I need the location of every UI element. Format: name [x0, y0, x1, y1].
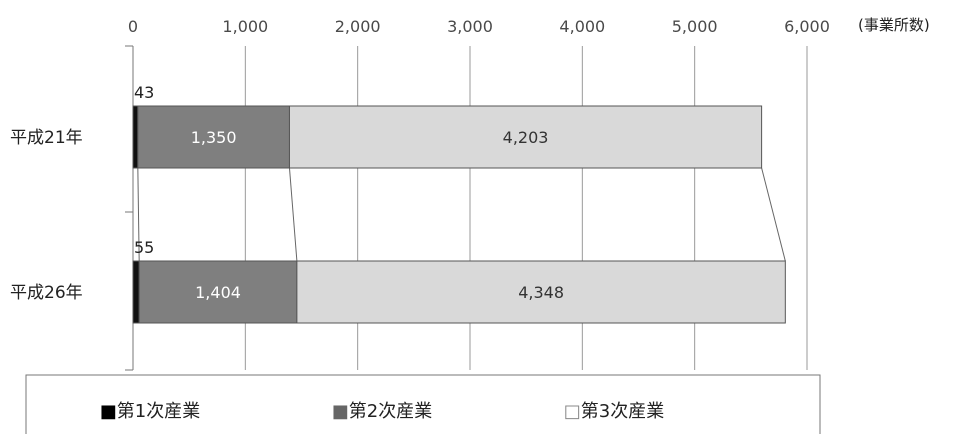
data-label-2-series-3: 4,348 — [518, 283, 564, 302]
connector-line-series-2 — [288, 167, 298, 262]
legend-marker-3: □ — [564, 401, 581, 422]
category-label-2: 平成26年 — [10, 283, 83, 303]
bar-2-series-3 — [296, 260, 786, 324]
connector-line-series-3 — [761, 167, 786, 262]
legend-marker-1: ■ — [100, 401, 117, 422]
bar-2-series-2 — [138, 260, 298, 324]
bar-1-series-2 — [137, 105, 290, 169]
legend: ■第1次産業 ■第2次産業 □第3次産業 — [25, 374, 821, 434]
x-tick-label-2000: 2,000 — [335, 17, 381, 36]
x-tick-label-0: 0 — [128, 17, 138, 36]
series-connector-lines — [137, 167, 786, 262]
data-label-1-series-2: 1,350 — [191, 128, 237, 147]
x-tick-label-4000: 4,000 — [559, 17, 605, 36]
bar-2-series-1 — [132, 260, 140, 324]
legend-marker-2: ■ — [332, 401, 349, 422]
x-tick-label-5000: 5,000 — [672, 17, 718, 36]
x-tick-label-6000: 6,000 — [784, 17, 830, 36]
x-tick-label-3000: 3,000 — [447, 17, 493, 36]
legend-entry-3: □第3次産業 — [564, 401, 664, 422]
legend-entry-2: ■第2次産業 — [332, 401, 432, 422]
data-label-1-series-1: 43 — [134, 83, 154, 102]
bar-1-series-1 — [132, 105, 139, 169]
bar-1-series-3 — [288, 105, 763, 169]
data-label-2-series-2: 1,404 — [195, 283, 241, 302]
data-label-1-series-3: 4,203 — [503, 128, 549, 147]
unit-label: (事業所数) — [858, 16, 930, 34]
legend-entry-1: ■第1次産業 — [100, 401, 200, 422]
gridlines — [132, 46, 808, 370]
legend-label-1: 第1次産業 — [117, 401, 200, 422]
category-label-1: 平成21年 — [10, 128, 83, 148]
connector-line-series-1 — [137, 167, 140, 262]
category-axis — [125, 45, 134, 371]
legend-label-2: 第2次産業 — [349, 401, 432, 422]
legend-box — [25, 374, 821, 434]
x-axis-tick-labels: 0 1,000 2,000 3,000 4,000 5,000 6,000 — [128, 17, 830, 36]
data-label-2-series-1: 55 — [134, 238, 154, 257]
x-tick-label-1000: 1,000 — [222, 17, 268, 36]
legend-label-3: 第3次産業 — [581, 401, 664, 422]
bars: 43 1,350 4,203 55 1,404 4,348 — [132, 83, 786, 324]
